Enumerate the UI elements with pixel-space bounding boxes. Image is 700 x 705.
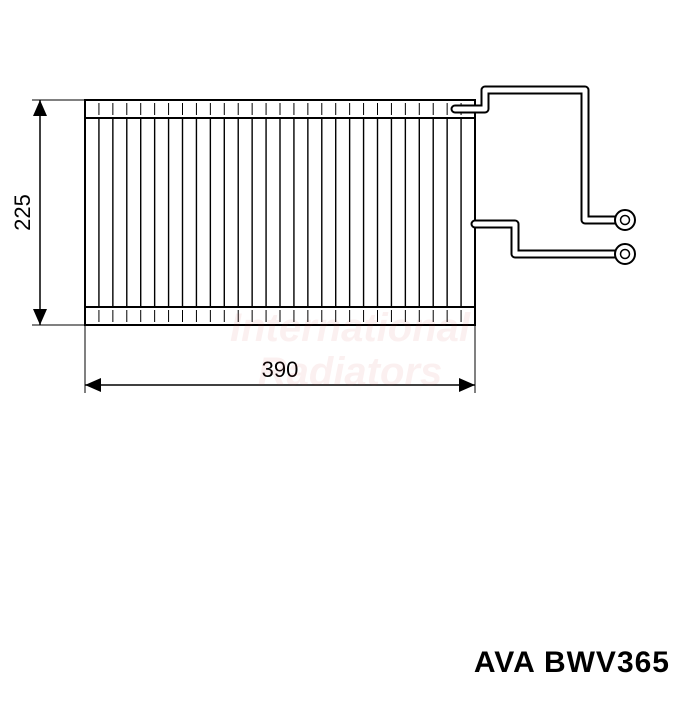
- diagram-svg: 390 225: [0, 0, 700, 700]
- width-dimension-label: 390: [262, 357, 299, 382]
- drawing-canvas: 390225 International Radiators AVA BWV36…: [0, 0, 700, 700]
- brand-label: AVA BWV365: [474, 646, 670, 680]
- height-dimension-label: 225: [10, 194, 35, 231]
